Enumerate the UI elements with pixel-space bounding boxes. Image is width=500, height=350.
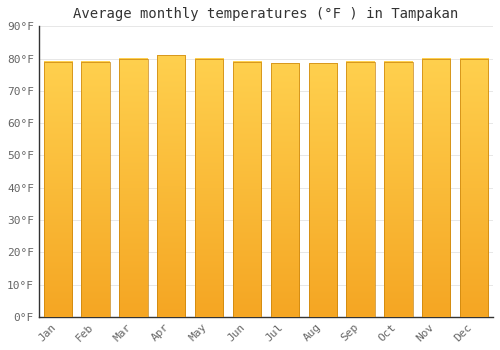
Bar <box>270 63 299 317</box>
Bar <box>82 62 110 317</box>
Bar <box>346 62 375 317</box>
Bar <box>384 62 412 317</box>
Bar <box>157 55 186 317</box>
Bar <box>195 58 224 317</box>
Title: Average monthly temperatures (°F ) in Tampakan: Average monthly temperatures (°F ) in Ta… <box>74 7 458 21</box>
Bar <box>422 58 450 317</box>
Bar <box>44 62 72 317</box>
Bar <box>119 58 148 317</box>
Bar <box>460 58 488 317</box>
Bar <box>308 63 337 317</box>
Bar <box>233 62 261 317</box>
